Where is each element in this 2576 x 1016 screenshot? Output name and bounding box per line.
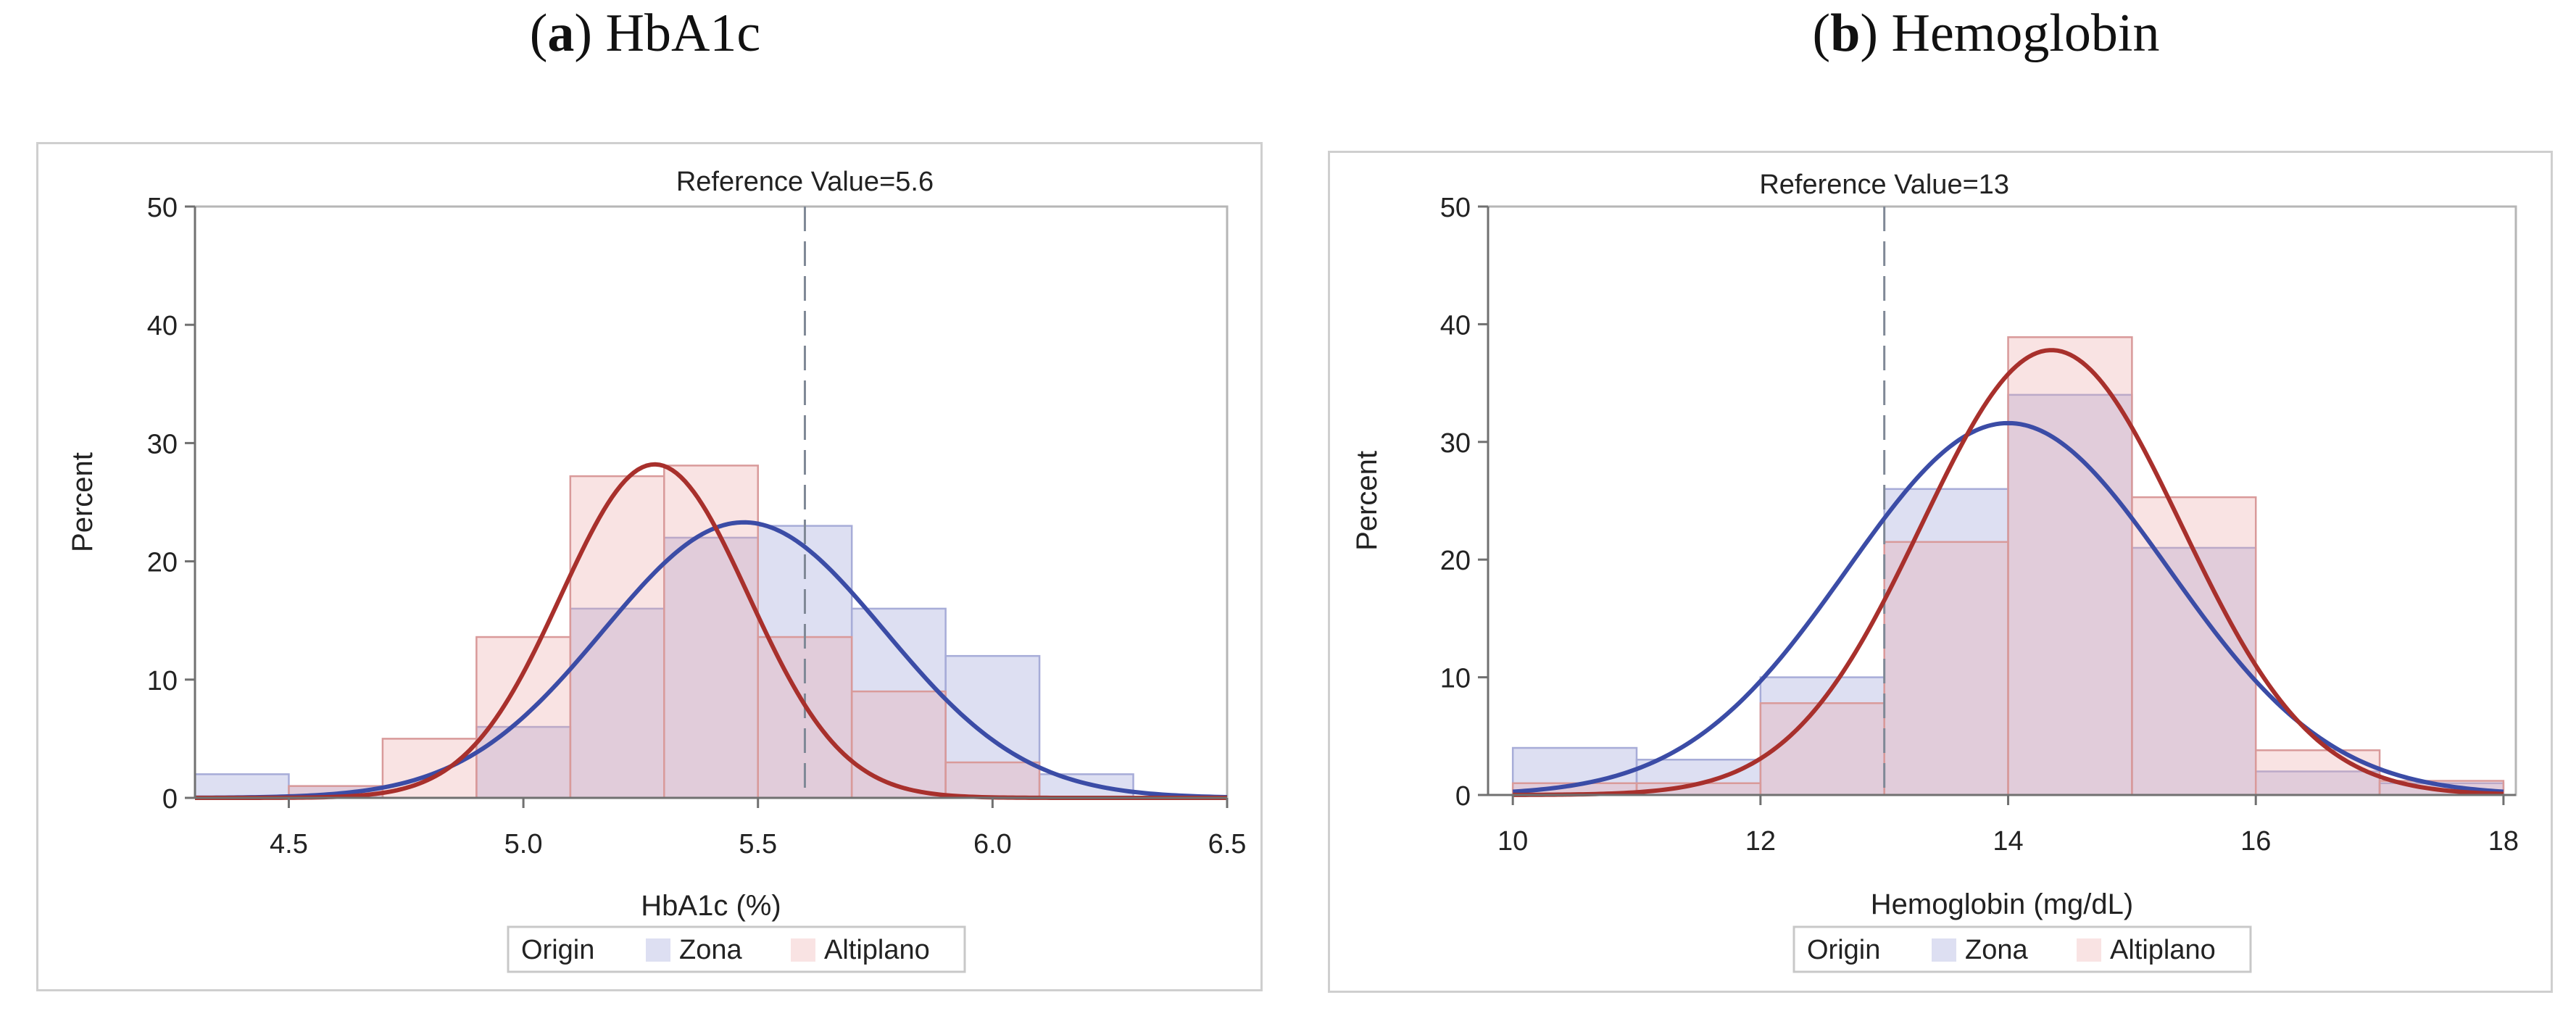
panel-a-title: (a) HbA1c xyxy=(529,4,761,63)
legend-swatch-zona xyxy=(1932,938,1956,962)
y-tick-label: 20 xyxy=(147,548,178,578)
legend-box xyxy=(507,925,966,973)
histogram-bar-altiplano xyxy=(1759,702,1885,796)
reference-label: Reference Value=13 xyxy=(1759,170,2009,200)
histogram-bar-zona xyxy=(475,725,572,799)
legend-swatch-altiplano xyxy=(791,938,815,962)
y-axis-label: Percent xyxy=(1351,451,1383,551)
x-tick-label: 5.0 xyxy=(504,829,543,859)
reference-label: Reference Value=5.6 xyxy=(676,167,934,197)
x-tick-label: 18 xyxy=(2488,826,2519,857)
legend-label-altiplano: Altiplano xyxy=(2110,935,2216,965)
y-tick-label: 40 xyxy=(147,311,178,341)
y-tick-label: 50 xyxy=(1440,193,1471,223)
normal-curve-altiplano xyxy=(1513,348,2504,797)
legend-title: Origin xyxy=(1807,935,1880,965)
x-tick-label: 6.5 xyxy=(1208,829,1247,859)
legend-label-altiplano: Altiplano xyxy=(824,935,930,965)
histogram-bar-zona xyxy=(1883,488,2009,796)
histogram-bar-altiplano xyxy=(850,690,947,799)
x-axis-label: HbA1c (%) xyxy=(641,890,781,922)
histogram-bar-altiplano xyxy=(2254,749,2381,796)
normal-curve-zona xyxy=(194,520,1228,800)
histogram-bar-altiplano xyxy=(569,475,665,799)
histogram-bar-zona xyxy=(1038,773,1134,799)
histogram-bar-altiplano xyxy=(1883,541,2009,796)
panel-b-title: (b) Hemoglobin xyxy=(1812,4,2160,63)
normal-curve-zona xyxy=(1512,420,2504,794)
panel-b-title-text: Hemoglobin xyxy=(1891,4,2160,63)
y-tick-label: 0 xyxy=(1455,781,1471,812)
x-axis-label: Hemoglobin (mg/dL) xyxy=(1871,888,2133,920)
y-axis-label: Percent xyxy=(67,452,99,552)
legend-label-zona: Zona xyxy=(679,935,742,965)
x-tick-label: 12 xyxy=(1745,826,1776,857)
y-tick-label: 30 xyxy=(1440,428,1471,459)
histogram-bar-altiplano xyxy=(381,738,478,799)
x-tick-label: 16 xyxy=(2240,826,2271,857)
y-tick-label: 30 xyxy=(147,429,178,459)
histogram-bar-zona xyxy=(569,607,665,799)
chart-b-frame: Reference Value=13 0 10 20 30 40 50 10 12 14 16 18 H… xyxy=(1328,151,2553,993)
legend-label-zona: Zona xyxy=(1965,935,2028,965)
histogram-bar-zona xyxy=(194,773,290,799)
panel-b-label: b xyxy=(1830,4,1861,63)
histogram-bar-zona xyxy=(2007,394,2133,796)
y-tick-label: 10 xyxy=(147,666,178,696)
x-tick-label: 14 xyxy=(1993,826,2023,857)
chart-a-frame: Reference Value=5.6 0 10 20 30 40 50 4.5 5.0 5.5 6… xyxy=(36,142,1263,991)
legend-box xyxy=(1792,925,2252,973)
y-tick-label: 50 xyxy=(147,193,178,223)
x-tick-label: 6.0 xyxy=(973,829,1012,859)
histogram-bar-zona xyxy=(850,607,947,799)
legend-swatch-zona xyxy=(646,938,670,962)
chart-b-svg: Reference Value=13 0 10 20 30 40 50 10 12 14 16 18 H… xyxy=(1351,170,2519,973)
chart-a-svg: Reference Value=5.6 0 10 20 30 40 50 4.5 5.0 5.5 6… xyxy=(67,167,1247,973)
panel-a-title-text: HbA1c xyxy=(605,4,761,63)
legend-swatch-altiplano xyxy=(2077,938,2101,962)
histogram-bar-zona xyxy=(2131,546,2257,796)
y-tick-label: 40 xyxy=(1440,310,1471,341)
y-tick-label: 0 xyxy=(162,784,178,815)
y-tick-label: 20 xyxy=(1440,546,1471,576)
histogram-bar-altiplano xyxy=(944,761,1041,799)
x-tick-label: 4.5 xyxy=(270,829,308,859)
y-tick-label: 10 xyxy=(1440,664,1471,694)
panel-a-label: a xyxy=(547,4,575,63)
histogram-bar-altiplano xyxy=(2007,336,2133,796)
legend-title: Origin xyxy=(521,935,594,965)
x-tick-label: 10 xyxy=(1497,826,1528,857)
x-tick-label: 5.5 xyxy=(739,829,777,859)
